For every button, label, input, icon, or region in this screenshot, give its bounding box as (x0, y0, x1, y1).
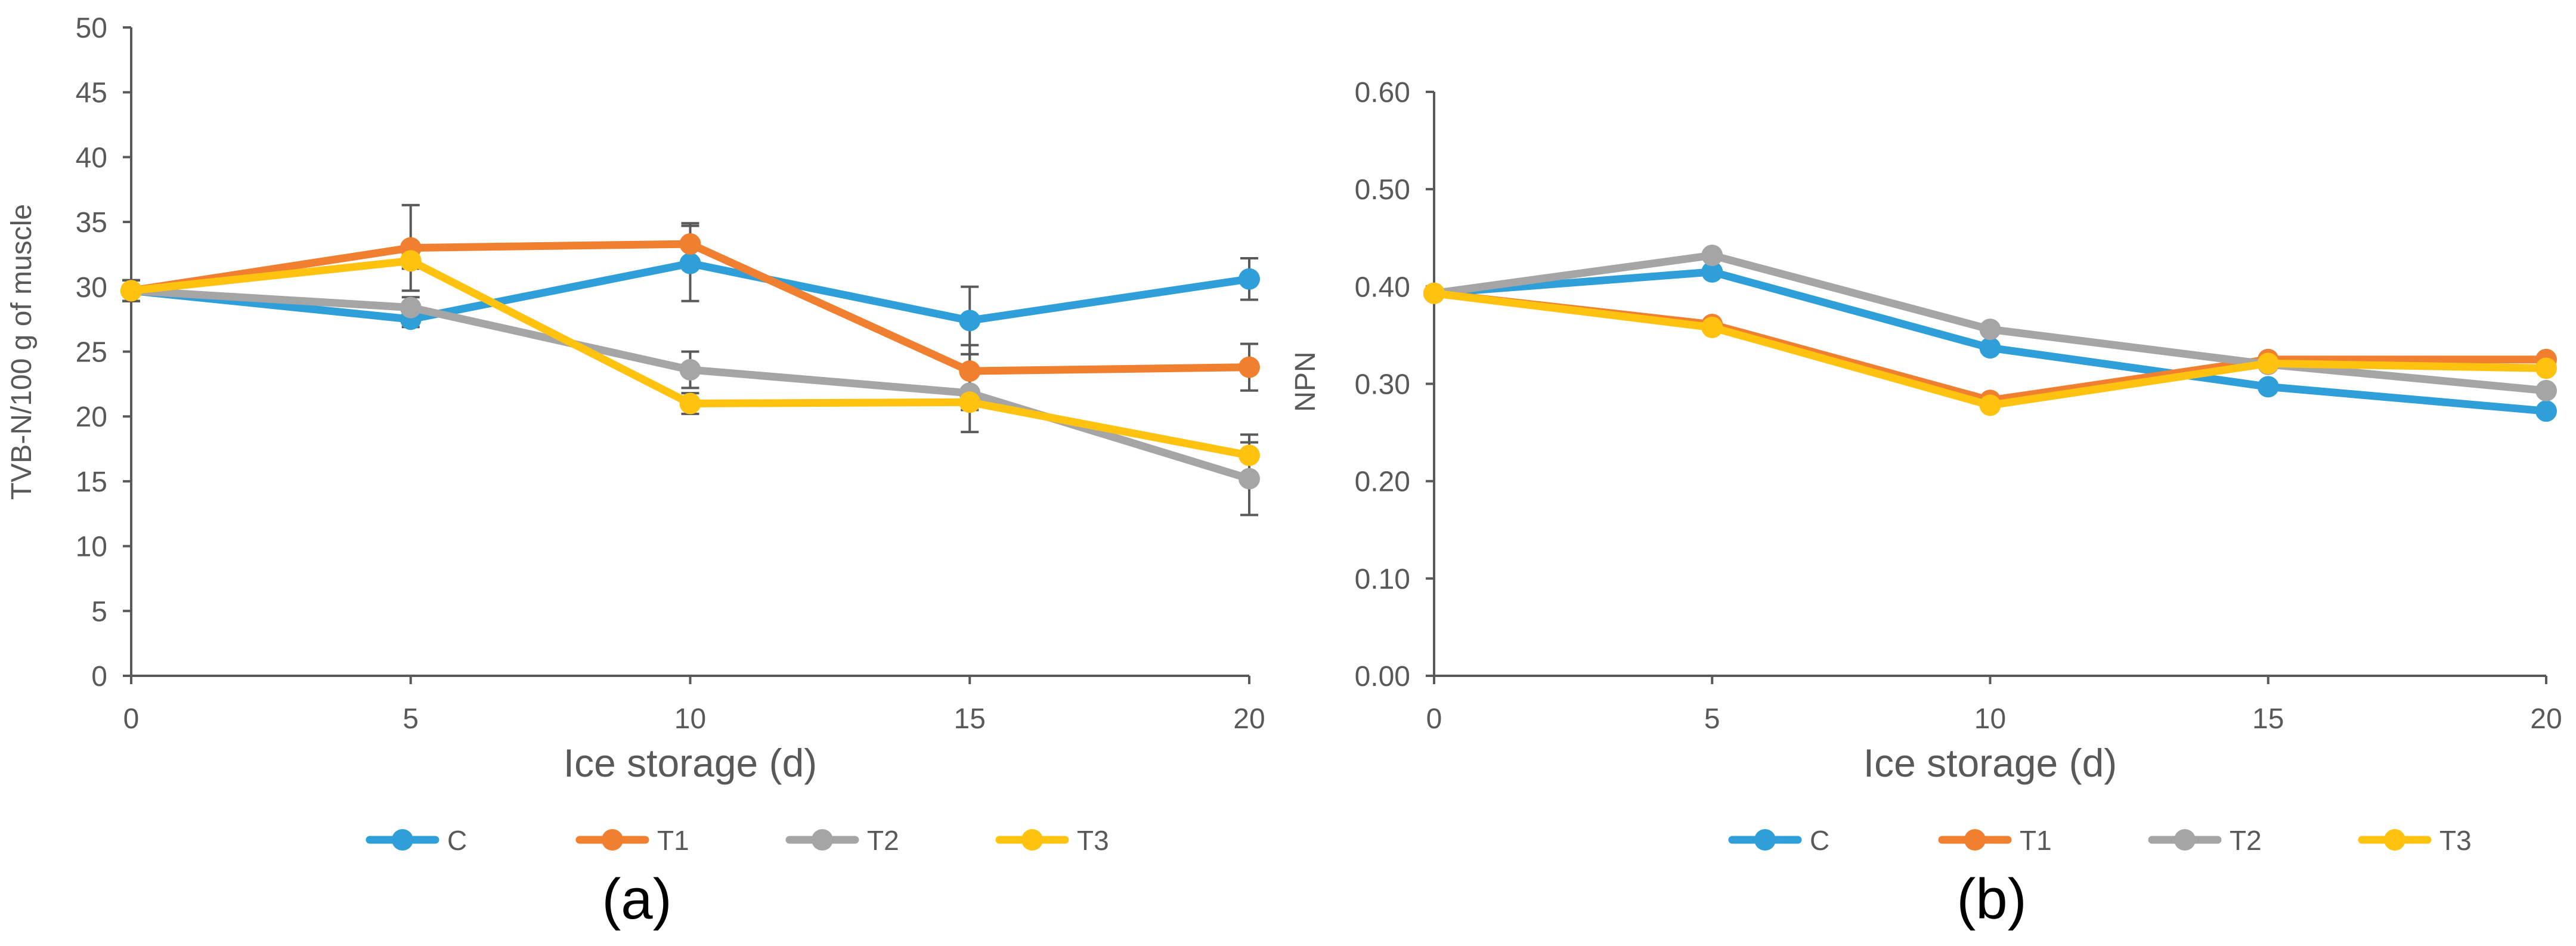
data-point-t1 (959, 360, 981, 382)
panel-label: (b) (1956, 867, 2026, 931)
x-tick-label: 10 (1974, 703, 2006, 735)
data-point-c (2257, 376, 2279, 398)
data-point-c (679, 252, 701, 274)
legend-marker-t2 (812, 829, 833, 851)
x-tick-label: 5 (1704, 703, 1720, 735)
data-point-t3 (1239, 444, 1260, 466)
data-point-t3 (2535, 357, 2557, 379)
legend-label-t3: T3 (1077, 825, 1109, 856)
x-tick-label: 0 (1426, 703, 1442, 735)
legend-label-t2: T2 (2230, 825, 2262, 856)
data-point-t3 (2257, 353, 2279, 375)
y-tick-label: 5 (91, 596, 107, 627)
legend-label-t3: T3 (2439, 825, 2472, 856)
y-tick-label: 0 (91, 661, 107, 693)
panel-label: (a) (602, 867, 671, 931)
legend-marker-t3 (2384, 829, 2405, 851)
legend-marker-c (392, 829, 413, 851)
legend-label-t1: T1 (657, 825, 689, 856)
y-tick-label: 0.60 (1355, 77, 1410, 109)
y-tick-label: 45 (76, 78, 107, 109)
x-axis-title: Ice storage (d) (1863, 741, 2117, 785)
data-point-t2 (679, 358, 701, 381)
y-tick-label: 0.50 (1355, 174, 1410, 206)
data-point-c (959, 310, 981, 332)
legend-label-t1: T1 (2020, 825, 2052, 856)
data-point-t3 (1701, 316, 1723, 338)
y-axis-title: TVB-N/100 g of muscle (6, 204, 38, 500)
data-point-c (1701, 261, 1723, 283)
data-point-t1 (1239, 356, 1260, 378)
y-tick-label: 35 (76, 207, 107, 239)
chart-a: 0 5 10 15 20 25 30 35 40 45 50 0 5 10 15 20 Ice storage … (6, 13, 1265, 931)
data-point-t2 (1979, 319, 2001, 341)
x-tick-label: 10 (674, 703, 706, 735)
y-tick-label: 25 (76, 337, 107, 369)
x-tick-label: 0 (123, 703, 140, 735)
legend-label-t2: T2 (867, 825, 899, 856)
legend-label-c: C (447, 825, 467, 856)
x-tick-label: 20 (2530, 703, 2562, 735)
data-point-t2 (1701, 245, 1723, 267)
x-tick-label: 15 (2252, 703, 2284, 735)
data-point-t3 (400, 250, 422, 272)
y-tick-label: 30 (76, 272, 107, 304)
data-point-c (1979, 337, 2001, 359)
legend-label-c: C (1810, 825, 1829, 856)
data-point-t3 (1979, 394, 2001, 416)
data-point-t3 (959, 391, 981, 413)
x-axis-title: Ice storage (d) (564, 741, 818, 785)
x-tick-label: 20 (1233, 703, 1265, 735)
y-tick-label: 10 (76, 531, 107, 563)
y-tick-label: 15 (76, 466, 107, 498)
legend-marker-t1 (602, 829, 623, 851)
legend-marker-t1 (1964, 829, 1986, 851)
data-point-t2 (1239, 468, 1260, 490)
legend-marker-t3 (1021, 829, 1043, 851)
data-point-c (2535, 400, 2557, 422)
y-tick-label: 0.10 (1355, 564, 1410, 595)
y-tick-label: 20 (76, 401, 107, 433)
chart-b: 0.00 0.10 0.20 0.30 0.40 0.50 0.60 0 5 10 15 20 Ice … (1290, 77, 2562, 931)
y-axis-title: NPN (1290, 351, 1321, 412)
legend-marker-c (1754, 829, 1776, 851)
x-tick-label: 5 (402, 703, 419, 735)
data-point-t3 (1423, 282, 1445, 304)
y-tick-label: 0.30 (1355, 369, 1410, 401)
y-tick-label: 50 (76, 13, 107, 44)
y-tick-label: 0.00 (1355, 661, 1410, 693)
data-point-t3 (120, 280, 142, 302)
data-point-t3 (679, 392, 701, 415)
data-point-t2 (2535, 379, 2557, 401)
data-point-t1 (679, 233, 701, 255)
y-tick-label: 0.40 (1355, 271, 1410, 303)
y-tick-label: 40 (76, 142, 107, 174)
y-tick-label: 0.20 (1355, 466, 1410, 498)
data-point-t2 (400, 296, 422, 319)
x-tick-label: 15 (954, 703, 986, 735)
legend-marker-t2 (2174, 829, 2196, 851)
data-point-c (1239, 268, 1260, 290)
